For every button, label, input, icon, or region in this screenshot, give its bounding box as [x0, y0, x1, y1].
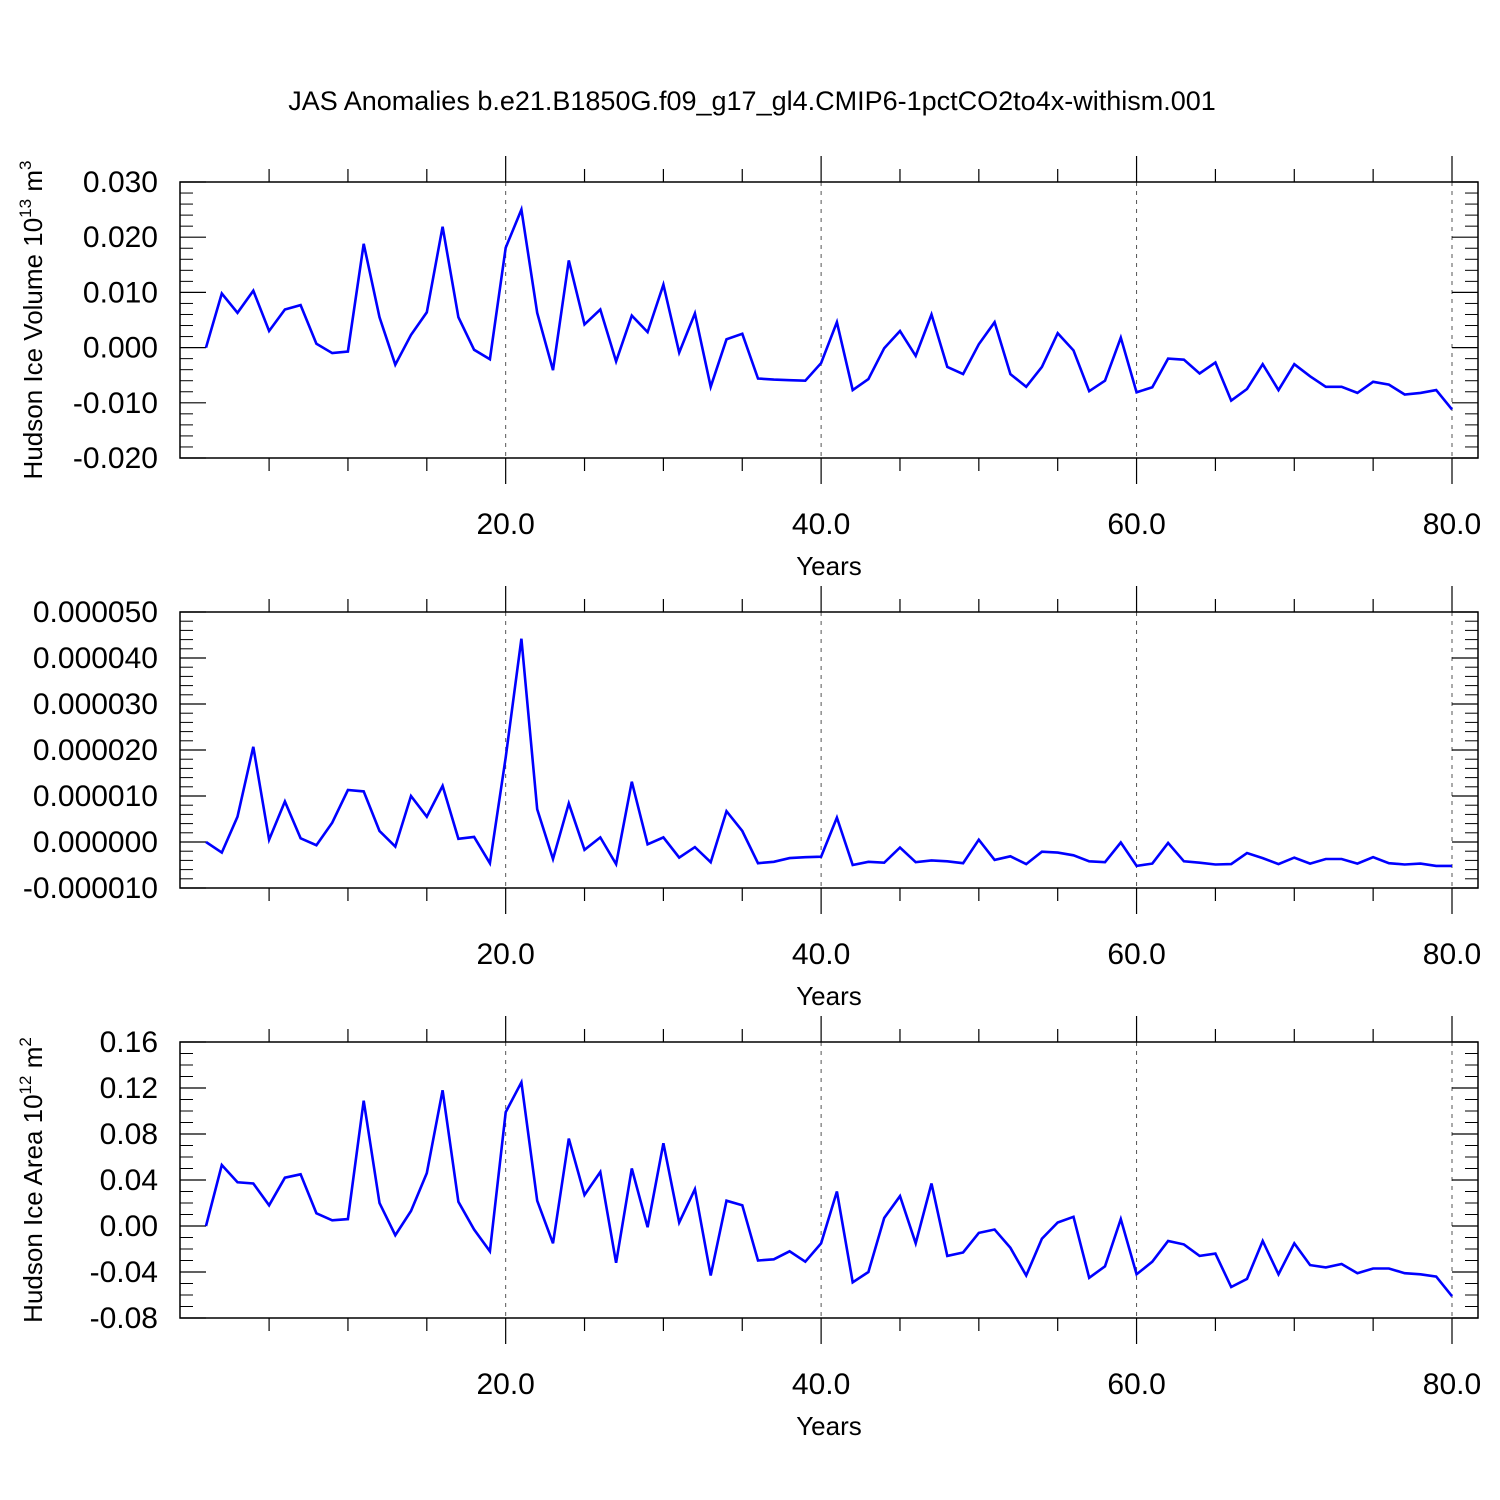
y-tick-label: 0.04 [100, 1164, 158, 1197]
x-tick-label: 20.0 [476, 938, 534, 971]
y-tick-label: 0.12 [100, 1072, 158, 1105]
series-line [205, 638, 1452, 868]
y-tick-label: 0.000040 [33, 642, 158, 675]
y-tick-label: 0.000050 [33, 596, 158, 629]
plot-frame [179, 1041, 1479, 1319]
y-tick-label: -0.08 [90, 1302, 158, 1335]
y-tick-label: 0.000030 [33, 688, 158, 721]
plot-frame [179, 611, 1479, 889]
x-tick-label: 80.0 [1423, 1368, 1481, 1401]
y-tick-label: 0.000020 [33, 734, 158, 767]
x-tick-label: 20.0 [476, 508, 534, 541]
x-axis-label: Years [796, 981, 862, 1011]
x-tick-label: 40.0 [792, 508, 850, 541]
y-tick-label: -0.020 [73, 442, 158, 475]
y-tick-label: -0.000010 [23, 872, 158, 905]
y-tick-label: 0.010 [83, 276, 158, 309]
figure-title: JAS Anomalies b.e21.B1850G.f09_g17_gl4.C… [288, 86, 1216, 116]
x-tick-label: 80.0 [1423, 508, 1481, 541]
x-tick-label: 40.0 [792, 1368, 850, 1401]
x-tick-label: 60.0 [1107, 508, 1165, 541]
x-axis-label: Years [796, 1411, 862, 1441]
y-tick-label: 0.020 [83, 221, 158, 254]
x-tick-label: 20.0 [476, 1368, 534, 1401]
y-tick-label: 0.00 [100, 1210, 158, 1243]
y-axis-label: Hudson Ice Area 1012 m2 [16, 1037, 48, 1323]
y-tick-label: -0.010 [73, 387, 158, 420]
x-tick-label: 60.0 [1107, 1368, 1165, 1401]
y-tick-label: 0.16 [100, 1026, 158, 1059]
y-tick-label: 0.000 [83, 332, 158, 365]
plot-frame [179, 181, 1479, 459]
x-tick-label: 40.0 [792, 938, 850, 971]
y-tick-label: 0.000010 [33, 780, 158, 813]
y-tick-label: 0.000000 [33, 826, 158, 859]
x-tick-label: 60.0 [1107, 938, 1165, 971]
second-panel: -0.000010 0.000000 0.000010 0.000020 0.00003… [23, 586, 1481, 1011]
y-tick-label: -0.04 [90, 1256, 158, 1289]
ice-area-panel: -0.08 -0.04 0.00 0.04 0.08 0.12 0.16 20.0 40.0 60… [16, 1016, 1481, 1441]
series-line [204, 1078, 1454, 1298]
y-axis-label: Hudson Ice Volume 1013 m3 [16, 161, 48, 480]
series-line [204, 204, 1454, 411]
x-axis-label: Years [796, 551, 862, 581]
y-tick-label: 0.08 [100, 1118, 158, 1151]
ice-volume-panel: -0.020 -0.010 0.000 0.010 0.020 0.030 20.0 40.0… [16, 156, 1481, 581]
x-tick-label: 80.0 [1423, 938, 1481, 971]
y-tick-label: 0.030 [83, 166, 158, 199]
